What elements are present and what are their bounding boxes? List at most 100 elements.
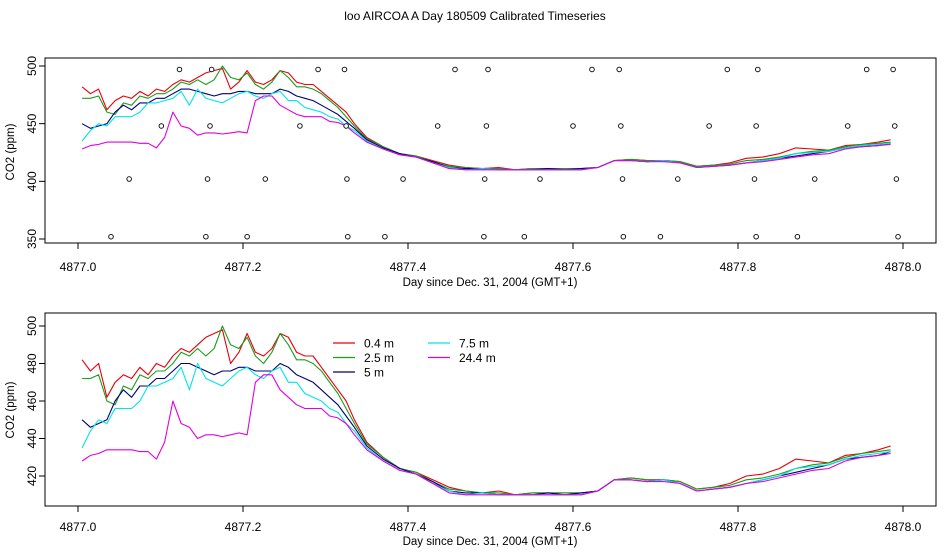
top-marker-point bbox=[203, 233, 209, 240]
bottom-x-axis-title: Day since Dec. 31, 2004 (GMT+1) bbox=[403, 536, 578, 548]
top-marker-point bbox=[521, 233, 528, 240]
top-marker-point bbox=[262, 176, 269, 182]
bottom-y-tick-label: 480 bbox=[25, 353, 39, 373]
top-marker-point bbox=[620, 233, 627, 240]
top-marker-point bbox=[890, 66, 896, 73]
legend-label-24-4-m: 24.4 m bbox=[459, 351, 496, 365]
top-marker-point bbox=[755, 66, 761, 73]
bottom-x-tick-label: 4877.6 bbox=[555, 520, 592, 534]
top-x-tick-label: 4877.2 bbox=[225, 260, 262, 274]
top-x-axis: 4877.0 4877.2 4877.4 4877.6 4877.8 4878.0 bbox=[60, 243, 922, 274]
top-marker-point bbox=[208, 66, 215, 73]
legend-label-2-5-m: 2.5 m bbox=[364, 351, 394, 365]
top-marker-point bbox=[126, 176, 132, 182]
top-marker-point bbox=[344, 176, 350, 182]
top-x-tick-label: 4878.0 bbox=[885, 260, 922, 274]
top-marker-point bbox=[315, 66, 321, 73]
bottom-series-line-7-5-m bbox=[81, 362, 891, 496]
top-marker-point bbox=[108, 233, 114, 240]
bottom-series-group bbox=[81, 325, 891, 496]
top-marker-point bbox=[481, 176, 488, 182]
top-marker-point bbox=[893, 176, 900, 182]
top-x-tick-label: 4877.4 bbox=[390, 260, 427, 274]
top-marker-point bbox=[706, 123, 712, 129]
top-marker-point bbox=[618, 123, 624, 129]
top-marker-point bbox=[895, 233, 901, 240]
bottom-series-line-5-m bbox=[81, 362, 891, 496]
top-marker-point bbox=[434, 123, 441, 129]
top-marker-point bbox=[400, 176, 406, 182]
bottom-y-axis: 420 440 460 480 500 bbox=[25, 316, 45, 486]
top-marker-point bbox=[207, 123, 213, 129]
top-x-tick-label: 4877.8 bbox=[720, 260, 757, 274]
top-marker-point bbox=[892, 123, 898, 129]
top-marker-point bbox=[794, 233, 801, 240]
top-marker-point bbox=[619, 176, 626, 182]
bottom-x-tick-label: 4877.0 bbox=[60, 520, 97, 534]
top-marker-point bbox=[570, 123, 576, 129]
top-marker-point bbox=[751, 176, 758, 182]
top-marker-point bbox=[811, 176, 818, 182]
top-marker-point bbox=[753, 233, 759, 240]
top-series-line-7-5-m bbox=[81, 88, 891, 171]
legend-label-7-5-m: 7.5 m bbox=[459, 337, 489, 351]
top-series-group bbox=[81, 65, 891, 171]
bottom-x-tick-label: 4877.8 bbox=[720, 520, 757, 534]
legend: 0.4 m2.5 m5 m 7.5 m24.4 m bbox=[333, 337, 496, 380]
top-marker-point bbox=[204, 176, 211, 182]
top-marker-point bbox=[483, 123, 490, 129]
chart-title: loo AIRCOA A Day 180509 Calibrated Times… bbox=[344, 9, 605, 23]
bottom-x-tick-label: 4877.4 bbox=[390, 520, 427, 534]
top-x-axis-title: Day since Dec. 31, 2004 (GMT+1) bbox=[403, 277, 578, 289]
top-marker-point bbox=[176, 66, 183, 73]
top-marker-point bbox=[244, 233, 250, 240]
top-plot-frame bbox=[44, 57, 937, 244]
top-y-axis-title: CO2 (ppm) bbox=[5, 123, 17, 180]
top-x-tick-label: 4877.0 bbox=[60, 260, 97, 274]
top-marker-point bbox=[616, 66, 622, 73]
bottom-y-tick-label: 460 bbox=[25, 391, 39, 411]
bottom-y-axis-title: CO2 (ppm) bbox=[5, 381, 17, 438]
top-marker-point bbox=[863, 66, 870, 73]
legend-label-5-m: 5 m bbox=[364, 366, 384, 380]
top-marker-point bbox=[297, 123, 303, 129]
top-marker-point bbox=[537, 176, 543, 182]
top-marker-point bbox=[341, 66, 348, 73]
top-series-line-5-m bbox=[81, 88, 891, 171]
top-marker-point bbox=[481, 233, 487, 240]
bottom-y-tick-label: 500 bbox=[25, 316, 39, 336]
bottom-y-tick-label: 440 bbox=[25, 428, 39, 448]
top-marker-point bbox=[382, 233, 388, 240]
top-panel: 4877.0 4877.2 4877.4 4877.6 4877.8 4878.0 350… bbox=[5, 56, 937, 289]
top-marker-point bbox=[657, 233, 664, 240]
top-marker-point bbox=[345, 233, 351, 240]
top-marker-group bbox=[108, 66, 901, 240]
bottom-x-tick-label: 4878.0 bbox=[885, 520, 922, 534]
top-marker-point bbox=[675, 176, 681, 182]
bottom-panel: 4877.0 4877.2 4877.4 4877.6 4877.8 4878.0 420… bbox=[5, 312, 937, 548]
top-marker-point bbox=[485, 66, 491, 73]
bottom-series-line-24-4-m bbox=[81, 374, 891, 496]
top-marker-point bbox=[343, 123, 349, 129]
bottom-series-line-2-5-m bbox=[82, 325, 891, 496]
top-series-line-2-5-m bbox=[82, 65, 891, 171]
bottom-x-tick-label: 4877.2 bbox=[225, 520, 262, 534]
bottom-y-tick-label: 420 bbox=[25, 466, 39, 486]
top-marker-point bbox=[158, 123, 165, 129]
bottom-x-axis: 4877.0 4877.2 4877.4 4877.6 4877.8 4878.0 bbox=[60, 506, 922, 534]
bottom-plot-frame bbox=[44, 312, 937, 507]
top-y-tick-label: 500 bbox=[25, 56, 39, 76]
legend-label-0-4-m: 0.4 m bbox=[364, 337, 394, 351]
top-marker-point bbox=[724, 66, 731, 73]
top-series-line-24-4-m bbox=[81, 95, 891, 171]
top-y-axis: 350 400 450 500 bbox=[25, 56, 45, 249]
top-marker-point bbox=[753, 123, 759, 129]
top-marker-point bbox=[589, 66, 595, 73]
top-y-tick-label: 400 bbox=[25, 171, 39, 191]
top-y-tick-label: 350 bbox=[25, 229, 39, 249]
top-x-tick-label: 4877.6 bbox=[555, 260, 592, 274]
top-marker-point bbox=[844, 123, 851, 129]
top-y-tick-label: 450 bbox=[25, 113, 39, 133]
